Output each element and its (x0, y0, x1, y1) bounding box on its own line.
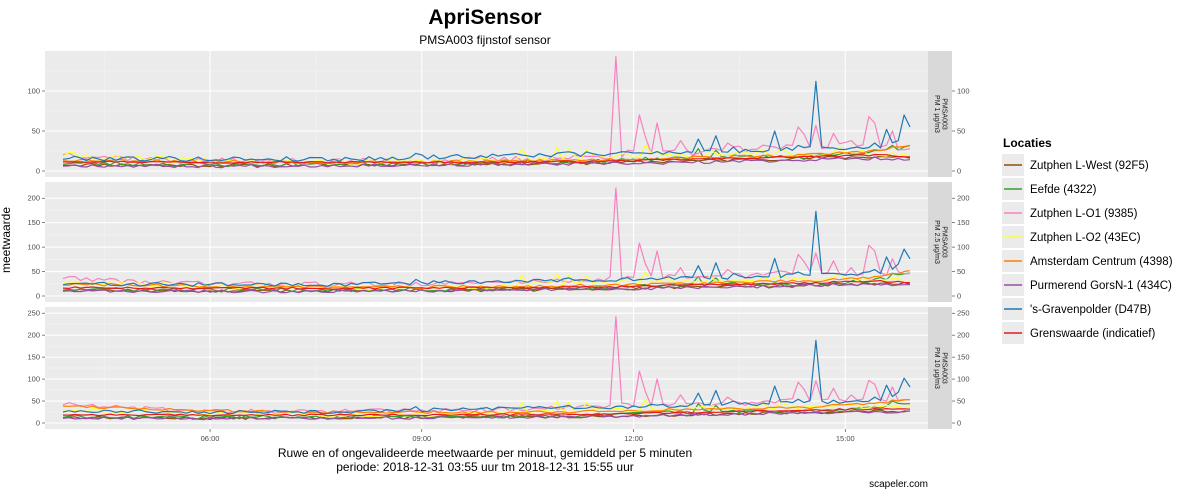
legend-item: 's-Gravenpolder (D47B) (1002, 298, 1151, 320)
legend-item: Eefde (4322) (1002, 178, 1097, 200)
y-tick-label-right: 50 (957, 397, 965, 406)
x-tick-label: 15:00 (836, 434, 855, 443)
y-tick-label: 200 (27, 194, 40, 203)
y-tick-label: 100 (27, 87, 40, 96)
legend-item: Zutphen L-West (92F5) (1002, 154, 1149, 176)
legend-label: Amsterdam Centrum (4398) (1030, 256, 1173, 268)
legend-label: Eefde (4322) (1030, 184, 1097, 196)
series-line (62, 156, 911, 169)
y-tick-label-right: 50 (957, 127, 965, 136)
y-tick-label-right: 100 (957, 87, 970, 96)
facet-strip-unit: PM 2.5 µg/m3 (933, 220, 940, 264)
series-line (62, 153, 910, 164)
legend-title: Locaties (1003, 136, 1052, 150)
panel-1: 0 0 50 50 100 100 PMSA003PM 1 µg/m3 (27, 51, 970, 177)
series-line (62, 410, 911, 421)
y-tick-label: 50 (32, 127, 40, 136)
facet-strip-label: PMSA003PM 10 µg/m3 (933, 347, 947, 389)
y-tick-label-right: 150 (957, 218, 970, 227)
legend-label: Zutphen L-West (92F5) (1030, 160, 1149, 172)
legend-item: Purmerend GorsN-1 (434C) (1002, 274, 1172, 296)
y-tick-label: 50 (32, 267, 40, 276)
legend-item: Zutphen L-O1 (9385) (1002, 202, 1138, 224)
y-tick-label-right: 50 (957, 267, 965, 276)
chart-caption: scapeler.com (869, 479, 928, 490)
facet-strip-sensor: PMSA003 (940, 352, 947, 384)
legend-item: Zutphen L-O2 (43EC) (1002, 226, 1141, 248)
y-tick-label: 0 (36, 419, 40, 428)
facet-strip-unit: PM 1 µg/m3 (933, 95, 940, 133)
series-line (63, 408, 911, 417)
y-tick-label-right: 250 (957, 309, 970, 318)
x-axis-title-line2: periode: 2018-12-31 03:55 uur tm 2018-12… (336, 460, 634, 474)
legend-item: Amsterdam Centrum (4398) (1002, 250, 1173, 272)
facet-strip-sensor: PMSA003 (940, 226, 947, 258)
y-tick-label: 250 (27, 309, 40, 318)
legend-label: 's-Gravenpolder (D47B) (1030, 304, 1151, 316)
y-tick-label: 100 (27, 375, 40, 384)
legend-label: Grenswaarde (indicatief) (1030, 328, 1155, 340)
x-tick-label: 12:00 (624, 434, 643, 443)
x-tick-label: 09:00 (412, 434, 431, 443)
series-line (62, 282, 911, 293)
y-tick-label: 200 (27, 331, 40, 340)
facet-strip-label: PMSA003PM 2.5 µg/m3 (933, 220, 947, 264)
chart-subtitle: PMSA003 fijnstof sensor (419, 33, 550, 47)
panel-3: 0 0 50 50 100 100 150 150 200 200 250 250 PMSA003PM … (27, 307, 970, 443)
y-tick-label: 50 (32, 397, 40, 406)
y-tick-label-right: 0 (957, 292, 961, 301)
y-tick-label-right: 200 (957, 331, 970, 340)
facet-strip-sensor: PMSA003 (940, 98, 947, 130)
series-line (62, 80, 911, 162)
y-tick-label-right: 150 (957, 353, 970, 362)
legend-label: Zutphen L-O2 (43EC) (1030, 232, 1141, 244)
facet-strip (928, 182, 952, 302)
panel-2: 0 0 50 50 100 100 150 150 200 200 PMSA003PM 2.5 µg… (27, 182, 970, 302)
y-tick-label-right: 0 (957, 419, 961, 428)
y-tick-label: 0 (36, 167, 40, 176)
legend: Locaties Zutphen L-West (92F5) Eefde (432… (1002, 136, 1173, 344)
y-axis-title: meetwaarde (0, 207, 13, 273)
chart-title: ApriSensor (428, 6, 541, 29)
series-line (62, 339, 911, 415)
facet-strip (928, 51, 952, 177)
series-line (62, 399, 911, 415)
y-tick-label: 100 (27, 243, 40, 252)
facet-strip-unit: PM 10 µg/m3 (933, 347, 940, 389)
y-tick-label: 0 (36, 292, 40, 301)
series-line (62, 210, 911, 288)
facet-strip-label: PMSA003PM 1 µg/m3 (933, 95, 947, 133)
x-tick-label: 06:00 (201, 434, 220, 443)
y-tick-label-right: 100 (957, 375, 970, 384)
legend-item: Grenswaarde (indicatief) (1002, 322, 1155, 344)
series-line (62, 155, 911, 168)
series-lines (62, 187, 911, 294)
series-lines (62, 316, 911, 421)
x-axis-title-line1: Ruwe en of ongevalideerde meetwaarde per… (278, 446, 692, 460)
facet-strip (928, 307, 952, 429)
series-lines (62, 56, 911, 169)
y-tick-label-right: 200 (957, 194, 970, 203)
y-tick-label: 150 (27, 353, 40, 362)
series-line (62, 280, 911, 290)
y-tick-label-right: 100 (957, 243, 970, 252)
legend-label: Zutphen L-O1 (9385) (1030, 208, 1138, 220)
y-tick-label: 150 (27, 218, 40, 227)
legend-label: Purmerend GorsN-1 (434C) (1030, 280, 1172, 292)
series-line (62, 282, 911, 294)
y-tick-label-right: 0 (957, 167, 961, 176)
